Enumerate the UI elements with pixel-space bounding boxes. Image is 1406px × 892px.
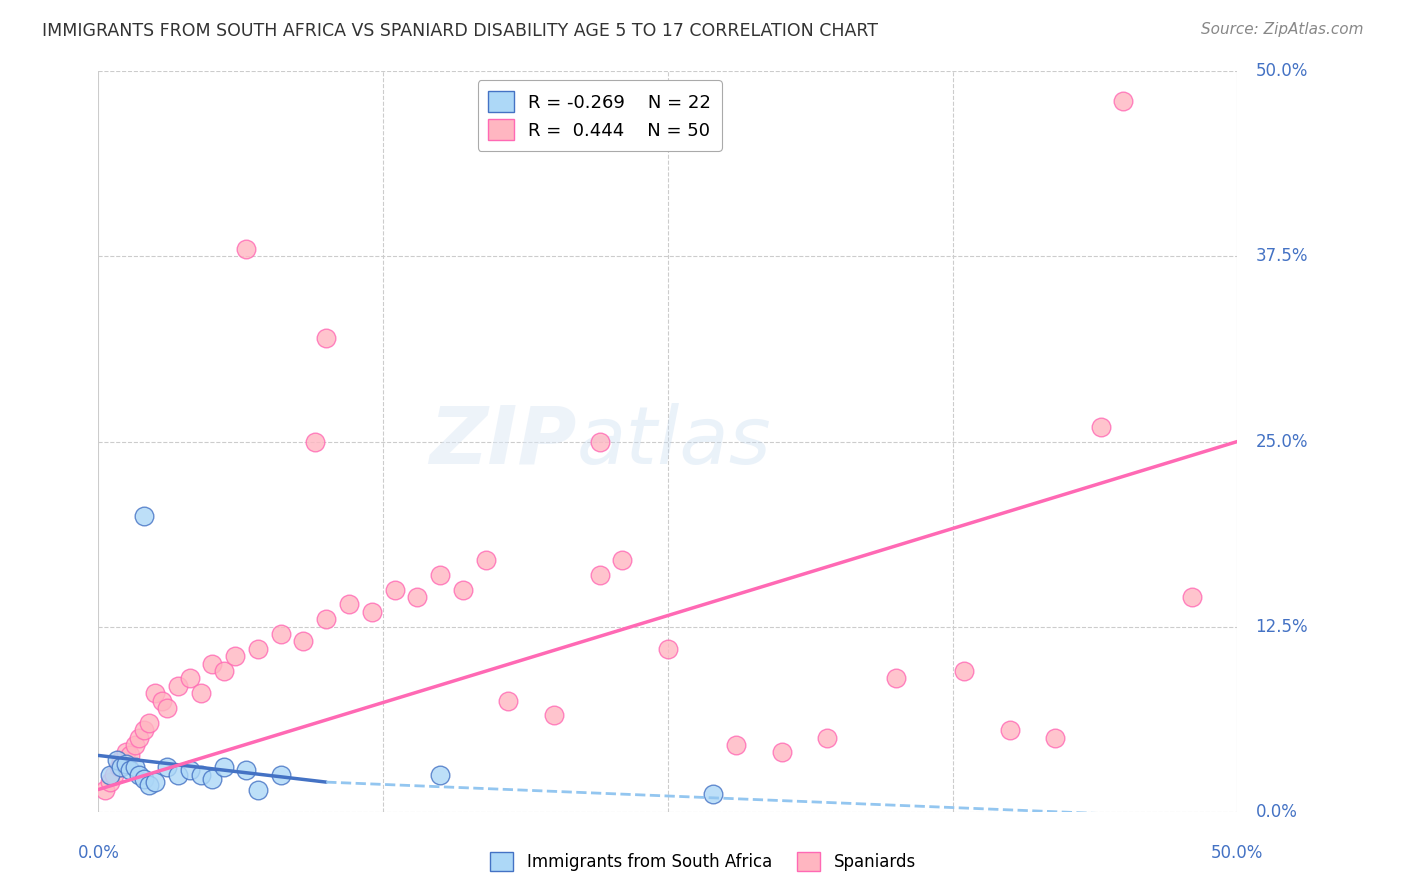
Text: Source: ZipAtlas.com: Source: ZipAtlas.com — [1201, 22, 1364, 37]
Point — [201, 772, 224, 786]
Point — [315, 612, 337, 626]
Point — [429, 567, 451, 582]
Point — [212, 760, 235, 774]
Point — [128, 731, 150, 745]
Point — [998, 723, 1021, 738]
Text: 25.0%: 25.0% — [1256, 433, 1308, 450]
Point — [114, 757, 136, 772]
Point — [451, 582, 474, 597]
Point — [124, 738, 146, 752]
Point — [770, 746, 793, 760]
Text: IMMIGRANTS FROM SOUTH AFRICA VS SPANIARD DISABILITY AGE 5 TO 17 CORRELATION CHAR: IMMIGRANTS FROM SOUTH AFRICA VS SPANIARD… — [42, 22, 879, 40]
Point — [179, 672, 201, 686]
Point — [224, 649, 246, 664]
Point — [360, 605, 382, 619]
Point — [612, 553, 634, 567]
Text: 0.0%: 0.0% — [77, 845, 120, 863]
Point — [270, 627, 292, 641]
Point — [588, 567, 610, 582]
Point — [150, 694, 173, 708]
Point — [292, 634, 315, 648]
Point — [167, 767, 190, 781]
Point — [474, 553, 496, 567]
Point — [98, 767, 121, 781]
Point — [201, 657, 224, 671]
Point — [190, 686, 212, 700]
Point — [132, 772, 155, 786]
Point — [1090, 419, 1112, 434]
Point — [94, 782, 117, 797]
Point — [235, 242, 257, 256]
Text: atlas: atlas — [576, 402, 772, 481]
Point — [498, 694, 520, 708]
Point — [128, 767, 150, 781]
Point — [1181, 590, 1204, 604]
Text: ZIP: ZIP — [429, 402, 576, 481]
Point — [246, 782, 269, 797]
Point — [110, 760, 132, 774]
Point — [235, 764, 257, 778]
Point — [1112, 94, 1135, 108]
Point — [145, 686, 167, 700]
Point — [110, 753, 132, 767]
Point — [103, 767, 125, 781]
Point — [429, 767, 451, 781]
Point — [337, 598, 360, 612]
Point — [815, 731, 838, 745]
Point — [105, 753, 128, 767]
Point — [315, 331, 337, 345]
Point — [98, 775, 121, 789]
Point — [884, 672, 907, 686]
Point — [725, 738, 748, 752]
Point — [179, 764, 201, 778]
Point — [384, 582, 406, 597]
Point — [1043, 731, 1066, 745]
Point — [167, 679, 190, 693]
Point — [190, 767, 212, 781]
Point — [138, 715, 160, 730]
Point — [406, 590, 429, 604]
Point — [657, 641, 679, 656]
Point — [212, 664, 235, 678]
Legend: Immigrants from South Africa, Spaniards: Immigrants from South Africa, Spaniards — [482, 843, 924, 880]
Point — [132, 723, 155, 738]
Point — [120, 764, 142, 778]
Text: 50.0%: 50.0% — [1256, 62, 1308, 80]
Point — [108, 760, 131, 774]
Point — [138, 778, 160, 792]
Text: 50.0%: 50.0% — [1211, 845, 1264, 863]
Point — [246, 641, 269, 656]
Point — [270, 767, 292, 781]
Point — [114, 746, 136, 760]
Point — [156, 760, 179, 774]
Point — [543, 708, 565, 723]
Text: 0.0%: 0.0% — [1256, 803, 1298, 821]
Point — [124, 760, 146, 774]
Point — [132, 508, 155, 523]
Point — [702, 787, 724, 801]
Point — [145, 775, 167, 789]
Point — [156, 701, 179, 715]
Text: 37.5%: 37.5% — [1256, 247, 1308, 266]
Point — [953, 664, 976, 678]
Point — [304, 434, 326, 449]
Legend: R = -0.269    N = 22, R =  0.444    N = 50: R = -0.269 N = 22, R = 0.444 N = 50 — [478, 80, 721, 151]
Text: 12.5%: 12.5% — [1256, 617, 1308, 636]
Point — [588, 434, 610, 449]
Point — [120, 748, 142, 763]
